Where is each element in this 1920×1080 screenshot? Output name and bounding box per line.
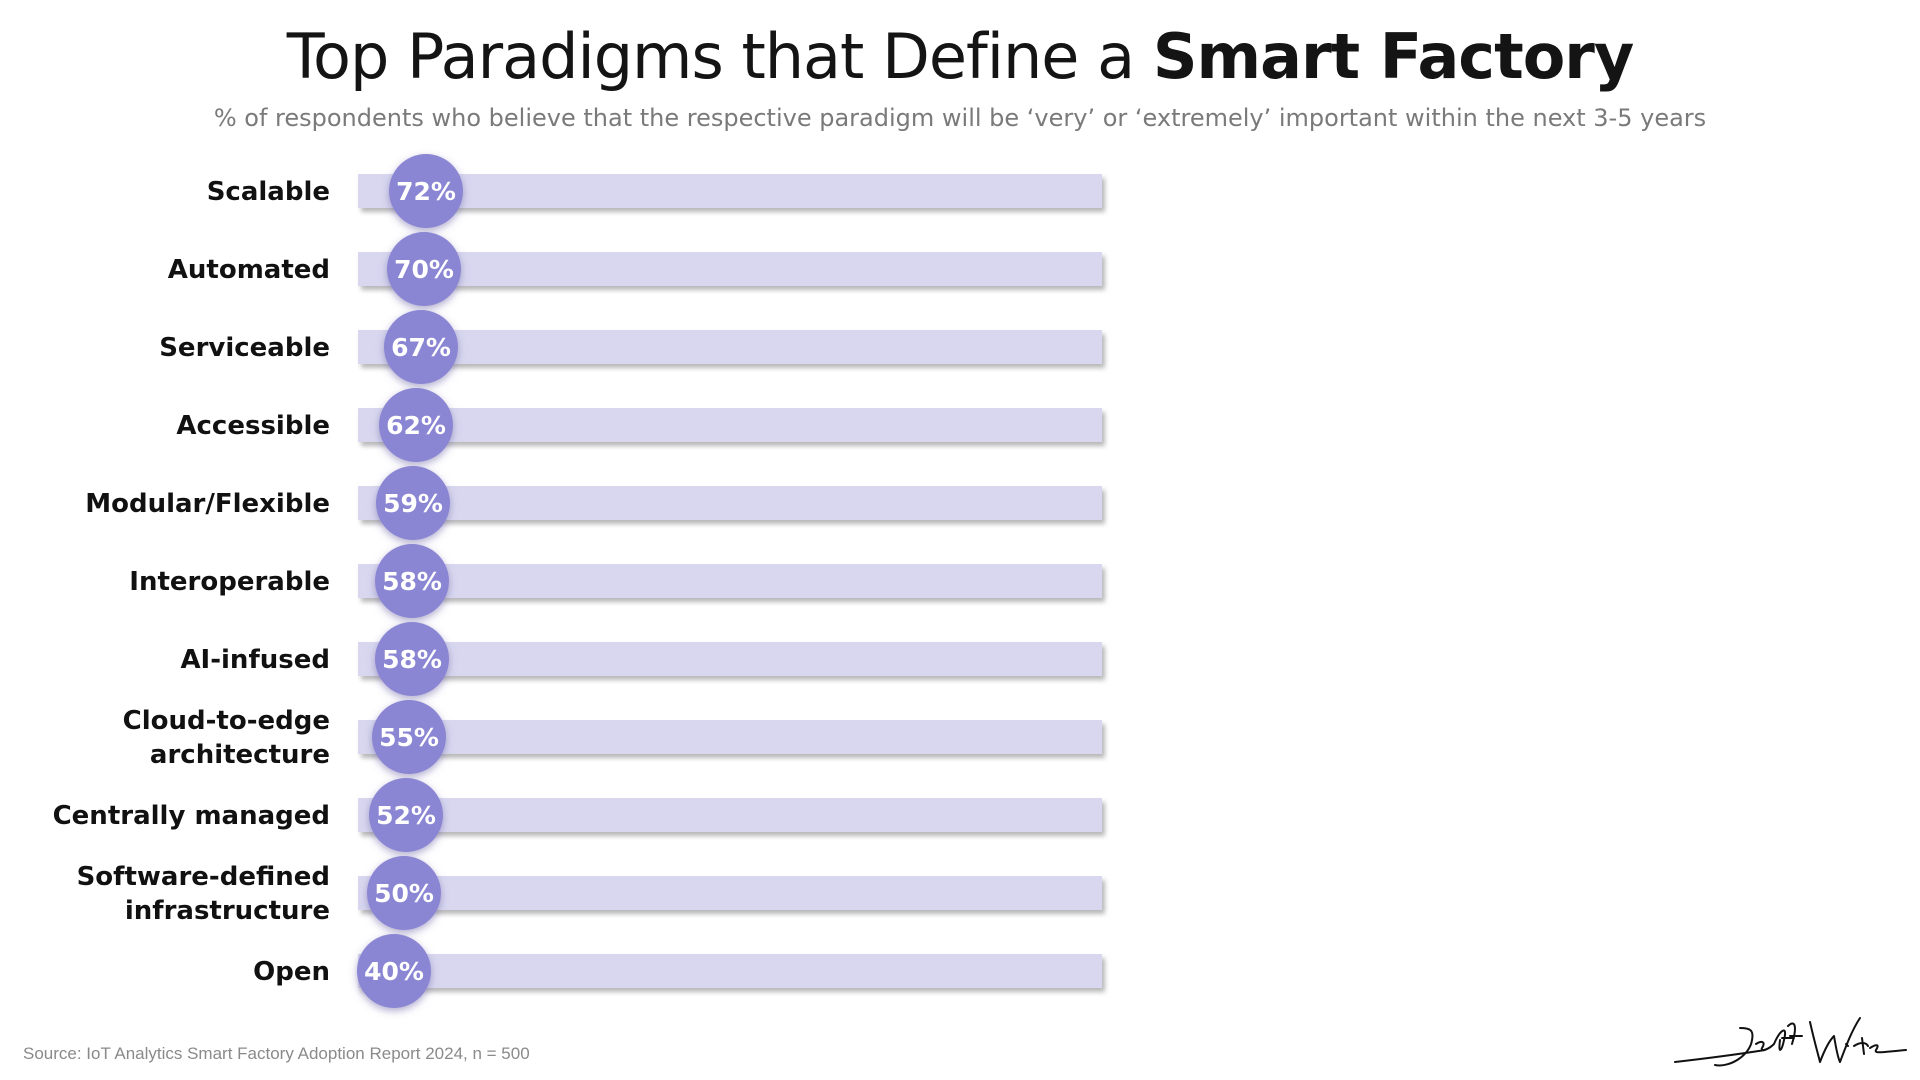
value-bubble [367,856,441,930]
bar-track [358,252,1102,286]
chart-row: Centrally managed 52% [53,778,1102,852]
value-label: 72% [396,177,456,206]
value-label: 55% [379,723,439,752]
category-label-line: infrastructure [125,896,330,926]
chart-row: Modular/Flexible 59% [85,466,1102,540]
category-label-line: Automated [168,255,330,285]
category-label: Modular/Flexible [85,489,330,519]
value-bubble [389,154,463,228]
source-note: Source: IoT Analytics Smart Factory Adop… [23,1044,530,1063]
category-label-line: Cloud-to-edge [123,706,330,736]
category-label-line: Serviceable [159,333,330,363]
value-label: 62% [386,411,446,440]
category-label: Scalable [207,177,330,207]
bar-track [358,330,1102,364]
chart-row: Cloud-to-edge architecture 55% [123,700,1102,774]
value-bubble [369,778,443,852]
value-label: 70% [394,255,454,284]
chart-row: Serviceable 67% [159,310,1102,384]
category-label-line: Centrally managed [53,801,330,831]
category-label: Software-defined infrastructure [77,862,330,926]
chart-row: Scalable 72% [207,154,1102,228]
bar-track [358,564,1102,598]
category-label: Interoperable [129,567,330,597]
bar-track [358,408,1102,442]
chart-row: Open 40% [253,934,1102,1008]
bar-track [358,876,1102,910]
value-label: 58% [382,645,442,674]
bar-track [358,642,1102,676]
category-label-line: architecture [150,740,330,770]
category-label-line: Software-defined [77,862,330,892]
value-bubble [375,622,449,696]
category-label-line: Scalable [207,177,330,207]
value-bubble [372,700,446,774]
bar-track [358,798,1102,832]
chart-title-regular: Top Paradigms that Define a [286,20,1153,93]
author-signature [1674,1017,1907,1067]
category-label: Serviceable [159,333,330,363]
bar-track [358,174,1102,208]
category-label: Cloud-to-edge architecture [123,706,330,770]
chart-row: Automated 70% [168,232,1102,306]
value-bubble [375,544,449,618]
category-label: AI-infused [180,645,330,675]
chart-row: Software-defined infrastructure 50% [77,856,1102,930]
value-label: 67% [391,333,451,362]
category-label-line: Accessible [176,411,330,441]
category-label: Open [253,957,330,987]
value-label: 52% [376,801,436,830]
chart-title-bold: Smart Factory [1152,20,1634,93]
category-label: Accessible [176,411,330,441]
category-label-line: Interoperable [129,567,330,597]
chart-subtitle: % of respondents who believe that the re… [213,104,1707,132]
value-label: 59% [383,489,443,518]
category-label: Centrally managed [53,801,330,831]
value-bubble [357,934,431,1008]
value-bubble [384,310,458,384]
category-label: Automated [168,255,330,285]
category-label-line: AI-infused [180,645,330,675]
value-bubble [379,388,453,462]
value-label: 40% [364,957,424,986]
chart-row: Interoperable 58% [129,544,1102,618]
bar-track [358,486,1102,520]
category-label-line: Modular/Flexible [85,489,330,519]
value-label: 58% [382,567,442,596]
chart-title: Top Paradigms that Define a Smart Factor… [0,20,1920,93]
bar-track [358,720,1102,754]
chart-row: Accessible 62% [176,388,1102,462]
chart-row: AI-infused 58% [180,622,1102,696]
bar-track [358,954,1102,988]
category-label-line: Open [253,957,330,987]
value-bubble [387,232,461,306]
value-bubble [376,466,450,540]
value-label: 50% [374,879,434,908]
